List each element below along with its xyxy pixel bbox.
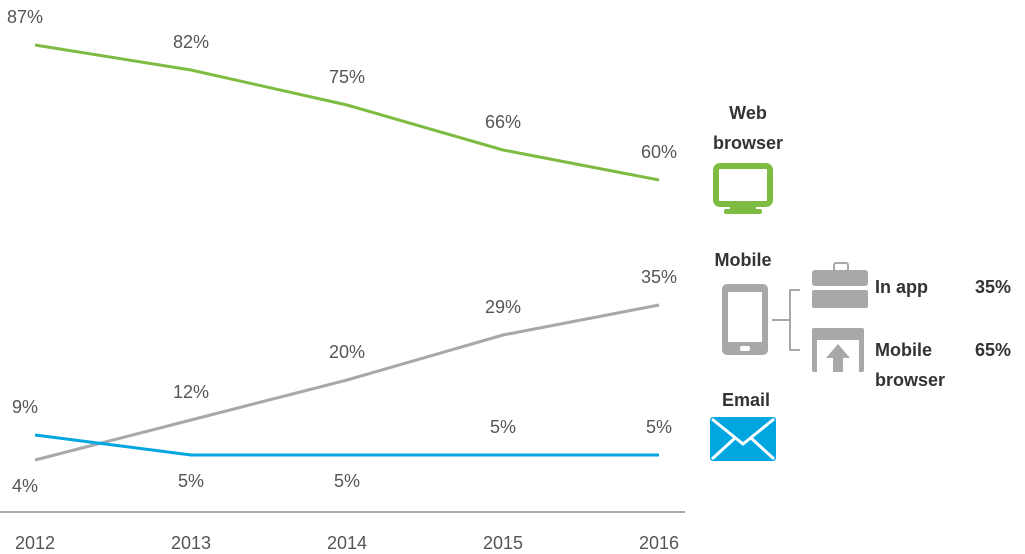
data-label: 5% bbox=[178, 471, 204, 491]
legend-label: Mobile bbox=[714, 250, 772, 270]
split-value: 65% bbox=[975, 340, 1012, 360]
data-label: 82% bbox=[173, 32, 209, 52]
x-tick-label: 2013 bbox=[171, 533, 211, 553]
data-label: 60% bbox=[641, 142, 677, 162]
data-label: 75% bbox=[329, 67, 365, 87]
series-line bbox=[34, 433, 659, 457]
data-label: 35% bbox=[641, 267, 677, 287]
x-tick-label: 2016 bbox=[639, 533, 679, 553]
browser-icon bbox=[812, 328, 864, 372]
legend-label: Email bbox=[721, 390, 771, 410]
data-label: 4% bbox=[12, 476, 38, 496]
series-line bbox=[34, 43, 660, 182]
series-line bbox=[34, 303, 660, 462]
app-icon bbox=[812, 262, 868, 308]
data-label: 29% bbox=[485, 297, 521, 317]
data-label: 5% bbox=[490, 417, 516, 437]
data-label: 9% bbox=[12, 397, 38, 417]
split-label: Mobile browser bbox=[875, 340, 946, 390]
data-label: 87% bbox=[7, 7, 43, 27]
data-label: 66% bbox=[485, 112, 521, 132]
mobile-icon bbox=[722, 284, 768, 355]
data-label: 12% bbox=[173, 382, 209, 402]
web-icon bbox=[713, 163, 773, 214]
bracket bbox=[772, 289, 800, 351]
legend-label: Web browser bbox=[712, 103, 784, 153]
email-icon bbox=[710, 417, 776, 461]
data-label: 5% bbox=[646, 417, 672, 437]
x-tick-label: 2014 bbox=[327, 533, 367, 553]
x-tick-label: 2015 bbox=[483, 533, 523, 553]
split-label: In app bbox=[875, 277, 928, 297]
split-value: 35% bbox=[975, 277, 1012, 297]
data-label: 5% bbox=[334, 471, 360, 491]
data-label: 20% bbox=[329, 342, 365, 362]
x-tick-label: 2012 bbox=[15, 533, 55, 553]
